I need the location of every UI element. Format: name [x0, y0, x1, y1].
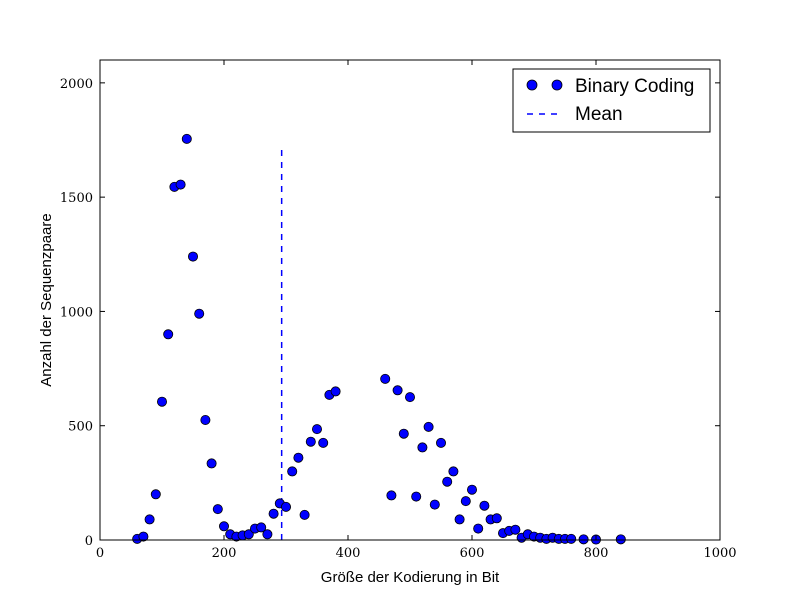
data-point [268, 508, 279, 519]
x-tick-label: 1000 [703, 546, 736, 561]
x-tick-label: 600 [460, 546, 485, 561]
data-point [491, 513, 502, 524]
data-point [435, 437, 446, 448]
data-point [200, 414, 211, 425]
data-point [280, 501, 291, 512]
data-point [262, 529, 273, 540]
plot-area [132, 133, 626, 545]
data-point [566, 533, 577, 544]
x-tick-label: 0 [96, 546, 104, 561]
data-point [429, 499, 440, 510]
data-point [256, 522, 267, 533]
data-point [311, 424, 322, 435]
legend-marker-dot-left [526, 79, 538, 91]
data-point [423, 421, 434, 432]
data-point [404, 392, 415, 403]
x-tick-label: 400 [336, 546, 361, 561]
data-point [615, 534, 626, 545]
y-tick-label: 0 [85, 534, 93, 549]
y-tick-label: 2000 [60, 77, 93, 92]
data-point [454, 514, 465, 525]
data-point [181, 133, 192, 144]
data-point [218, 521, 229, 532]
data-point [150, 489, 161, 500]
data-point [473, 523, 484, 534]
data-point [299, 509, 310, 520]
data-point [392, 385, 403, 396]
y-tick-label: 500 [68, 420, 93, 435]
data-point [417, 442, 428, 453]
data-point [411, 491, 422, 502]
data-point [448, 466, 459, 477]
data-point [510, 524, 521, 535]
y-tick-label: 1500 [60, 191, 93, 206]
data-point [287, 466, 298, 477]
data-point [163, 329, 174, 340]
data-point [318, 437, 329, 448]
data-point [386, 490, 397, 501]
data-point [156, 396, 167, 407]
data-point [330, 386, 341, 397]
data-point [380, 373, 391, 384]
y-tick-label: 1000 [60, 305, 93, 320]
legend-box [512, 68, 711, 133]
data-point [187, 251, 198, 262]
data-point [578, 534, 589, 545]
data-point [194, 308, 205, 319]
legend-marker-dot-right [551, 79, 563, 91]
legend-label-binary-coding: Binary Coding [575, 76, 694, 97]
axes-frame [99, 59, 721, 541]
data-point [212, 504, 223, 515]
data-point [175, 179, 186, 190]
x-tick-label: 800 [584, 546, 609, 561]
legend-label-mean: Mean [575, 104, 623, 125]
data-point [466, 484, 477, 495]
data-point [243, 529, 254, 540]
data-point [479, 500, 490, 511]
data-point [442, 476, 453, 487]
data-point [206, 458, 217, 469]
y-axis-label: Anzahl der Sequenzpaare [38, 213, 55, 386]
legend: Binary Coding Mean [512, 68, 711, 133]
x-axis-label: Größe der Kodierung in Bit [321, 569, 500, 586]
x-tick-label: 200 [212, 546, 237, 561]
data-point [460, 496, 471, 507]
data-point [293, 452, 304, 463]
data-point [138, 531, 149, 542]
data-point [305, 436, 316, 447]
data-point [144, 514, 155, 525]
axis-ticks: 0 200 400 600 800 1000 0 500 1000 1500 2000 [60, 60, 737, 561]
data-point [398, 428, 409, 439]
